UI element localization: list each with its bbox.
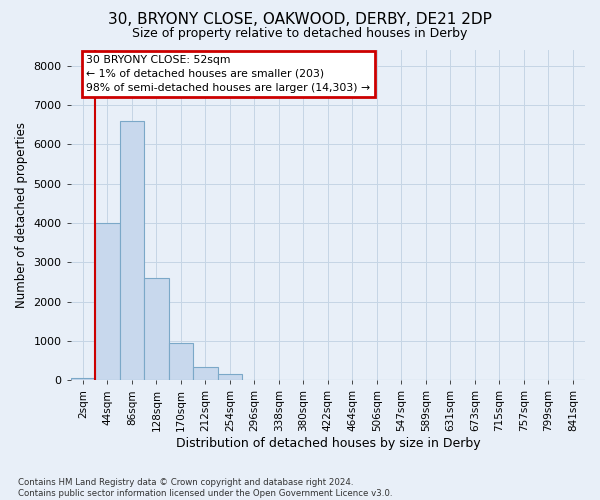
Text: Contains HM Land Registry data © Crown copyright and database right 2024.
Contai: Contains HM Land Registry data © Crown c… bbox=[18, 478, 392, 498]
Bar bbox=[119, 121, 144, 380]
Y-axis label: Number of detached properties: Number of detached properties bbox=[15, 122, 28, 308]
Text: 30, BRYONY CLOSE, OAKWOOD, DERBY, DE21 2DP: 30, BRYONY CLOSE, OAKWOOD, DERBY, DE21 2… bbox=[108, 12, 492, 28]
Bar bbox=[144, 278, 169, 380]
Text: 30 BRYONY CLOSE: 52sqm
← 1% of detached houses are smaller (203)
98% of semi-det: 30 BRYONY CLOSE: 52sqm ← 1% of detached … bbox=[86, 55, 370, 93]
Bar bbox=[218, 374, 242, 380]
X-axis label: Distribution of detached houses by size in Derby: Distribution of detached houses by size … bbox=[176, 437, 480, 450]
Bar bbox=[193, 368, 218, 380]
Bar bbox=[169, 343, 193, 380]
Bar bbox=[95, 223, 119, 380]
Text: Size of property relative to detached houses in Derby: Size of property relative to detached ho… bbox=[133, 28, 467, 40]
Bar bbox=[71, 378, 95, 380]
